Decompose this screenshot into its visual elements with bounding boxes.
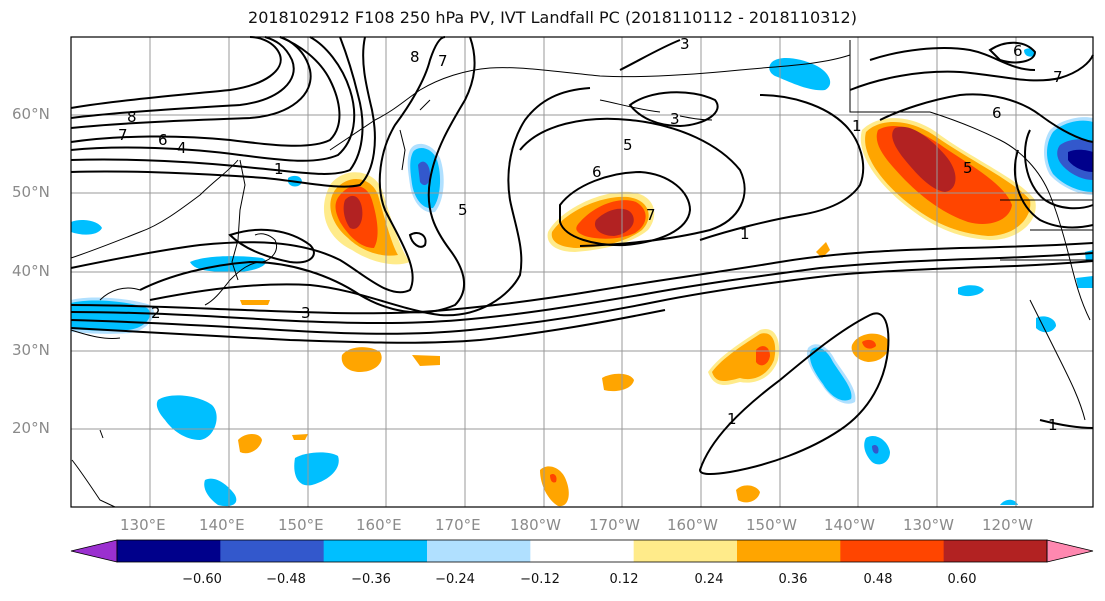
colorbar-tick: 0.12	[609, 572, 639, 587]
shading-negative	[958, 285, 984, 297]
contour-label: 6	[592, 163, 602, 181]
shading-positive	[412, 355, 440, 366]
shading-negative	[1024, 48, 1035, 57]
contour-label: 7	[1053, 68, 1063, 86]
lon-label: 120°W	[982, 516, 1033, 534]
contour-label: 1	[727, 410, 737, 428]
shading-positive	[341, 347, 382, 372]
shading-positive	[240, 300, 270, 305]
colorbar-tick: 0.24	[694, 572, 724, 587]
colorbar-tick: −0.36	[351, 572, 391, 587]
map-border	[70, 36, 1094, 508]
lon-label: 130°E	[120, 516, 166, 534]
shading-positive	[594, 208, 634, 236]
colorbar-border	[116, 539, 1048, 563]
colorbar-extend-min	[70, 539, 118, 563]
contour-label: 3	[670, 110, 680, 128]
shading-negative	[872, 444, 879, 454]
contour-label: 8	[410, 48, 420, 66]
colorbar-segment	[117, 540, 221, 562]
lat-label: 60°N	[12, 105, 50, 123]
contour-label-group: 8 7 6 4 1 8 7 3 3 5 6 7 5 1 3 2 1 1 6 7 …	[118, 35, 1063, 434]
contour-label: 5	[623, 136, 633, 154]
lon-label: 170°W	[589, 516, 640, 534]
colorbar-tick: 0.48	[863, 572, 893, 587]
shading-negative	[418, 161, 430, 186]
colorbar-tick: −0.48	[266, 572, 306, 587]
colorbar-segment	[737, 540, 841, 562]
lon-label: 140°E	[199, 516, 245, 534]
colorbar-segment	[323, 540, 428, 562]
lon-label: 170°E	[435, 516, 481, 534]
shading-positive	[238, 434, 262, 454]
shading-negative	[1068, 149, 1093, 172]
colorbar-extend-max	[1046, 539, 1094, 563]
lon-label: 180°W	[510, 516, 561, 534]
contour-label: 6	[1013, 42, 1023, 60]
contour-label: 3	[301, 304, 311, 322]
contour-label: 1	[740, 225, 750, 243]
lat-label: 20°N	[12, 419, 50, 437]
lon-label: 160°E	[356, 516, 402, 534]
lon-label: 130°W	[903, 516, 954, 534]
contour-lines	[70, 36, 1094, 476]
contour-label: 2	[151, 304, 161, 322]
shading-negative	[204, 478, 237, 507]
colorbar-tick: −0.12	[520, 572, 560, 587]
contour-label: 8	[127, 108, 137, 126]
contour-label: 1	[274, 160, 284, 178]
colorbar-segment	[840, 540, 945, 562]
contour-label: 1	[1048, 416, 1058, 434]
lon-label: 140°W	[824, 516, 875, 534]
contour-label: 1	[852, 117, 862, 135]
shading-positive	[540, 466, 569, 507]
shading-positive	[550, 473, 557, 483]
shading-negative	[1076, 276, 1093, 288]
shading-negative	[809, 347, 852, 401]
shading-positive	[343, 195, 363, 229]
shading-negative	[71, 300, 151, 331]
lon-label: 150°E	[278, 516, 324, 534]
shading-positive	[862, 339, 876, 349]
lon-label: 150°W	[746, 516, 797, 534]
shading-positive	[736, 485, 760, 503]
lat-label: 40°N	[12, 262, 50, 280]
shading-negative	[71, 220, 102, 235]
contour-label: 7	[646, 206, 656, 224]
colorbar-tick: 0.60	[947, 572, 977, 587]
shading-positive	[602, 373, 634, 392]
shading-negative	[1036, 316, 1056, 333]
contour-label: 7	[118, 126, 128, 144]
contour-label: 6	[992, 104, 1002, 122]
contour-label: 4	[177, 139, 187, 157]
contour-label: 7	[438, 52, 448, 70]
colorbar-segment	[427, 540, 531, 562]
colorbar-segment	[530, 540, 635, 562]
coastlines	[70, 40, 1093, 508]
colorbar	[70, 539, 1094, 563]
shading-negative	[1000, 499, 1018, 505]
contour-label: 5	[963, 159, 973, 177]
colorbar-tick: −0.60	[182, 572, 222, 587]
map-title: 2018102912 F108 250 hPa PV, IVT Landfall…	[248, 8, 857, 27]
shading-positive	[712, 333, 776, 382]
colorbar-segment	[220, 540, 325, 562]
contour-label: 6	[158, 131, 168, 149]
lon-label: 160°W	[667, 516, 718, 534]
shading-positive	[292, 434, 308, 440]
shading-positive	[816, 242, 830, 258]
graticule	[71, 37, 1093, 507]
colorbar-segment	[943, 540, 1048, 562]
lat-label: 50°N	[12, 183, 50, 201]
shading-positive	[892, 126, 956, 192]
colorbar-segment	[633, 540, 738, 562]
shading-negative	[294, 452, 339, 486]
colorbar-tick: −0.24	[435, 572, 475, 587]
contour-label: 5	[458, 201, 468, 219]
lat-label: 30°N	[12, 341, 50, 359]
colorbar-tick: 0.36	[778, 572, 808, 587]
contour-label: 3	[680, 35, 690, 53]
